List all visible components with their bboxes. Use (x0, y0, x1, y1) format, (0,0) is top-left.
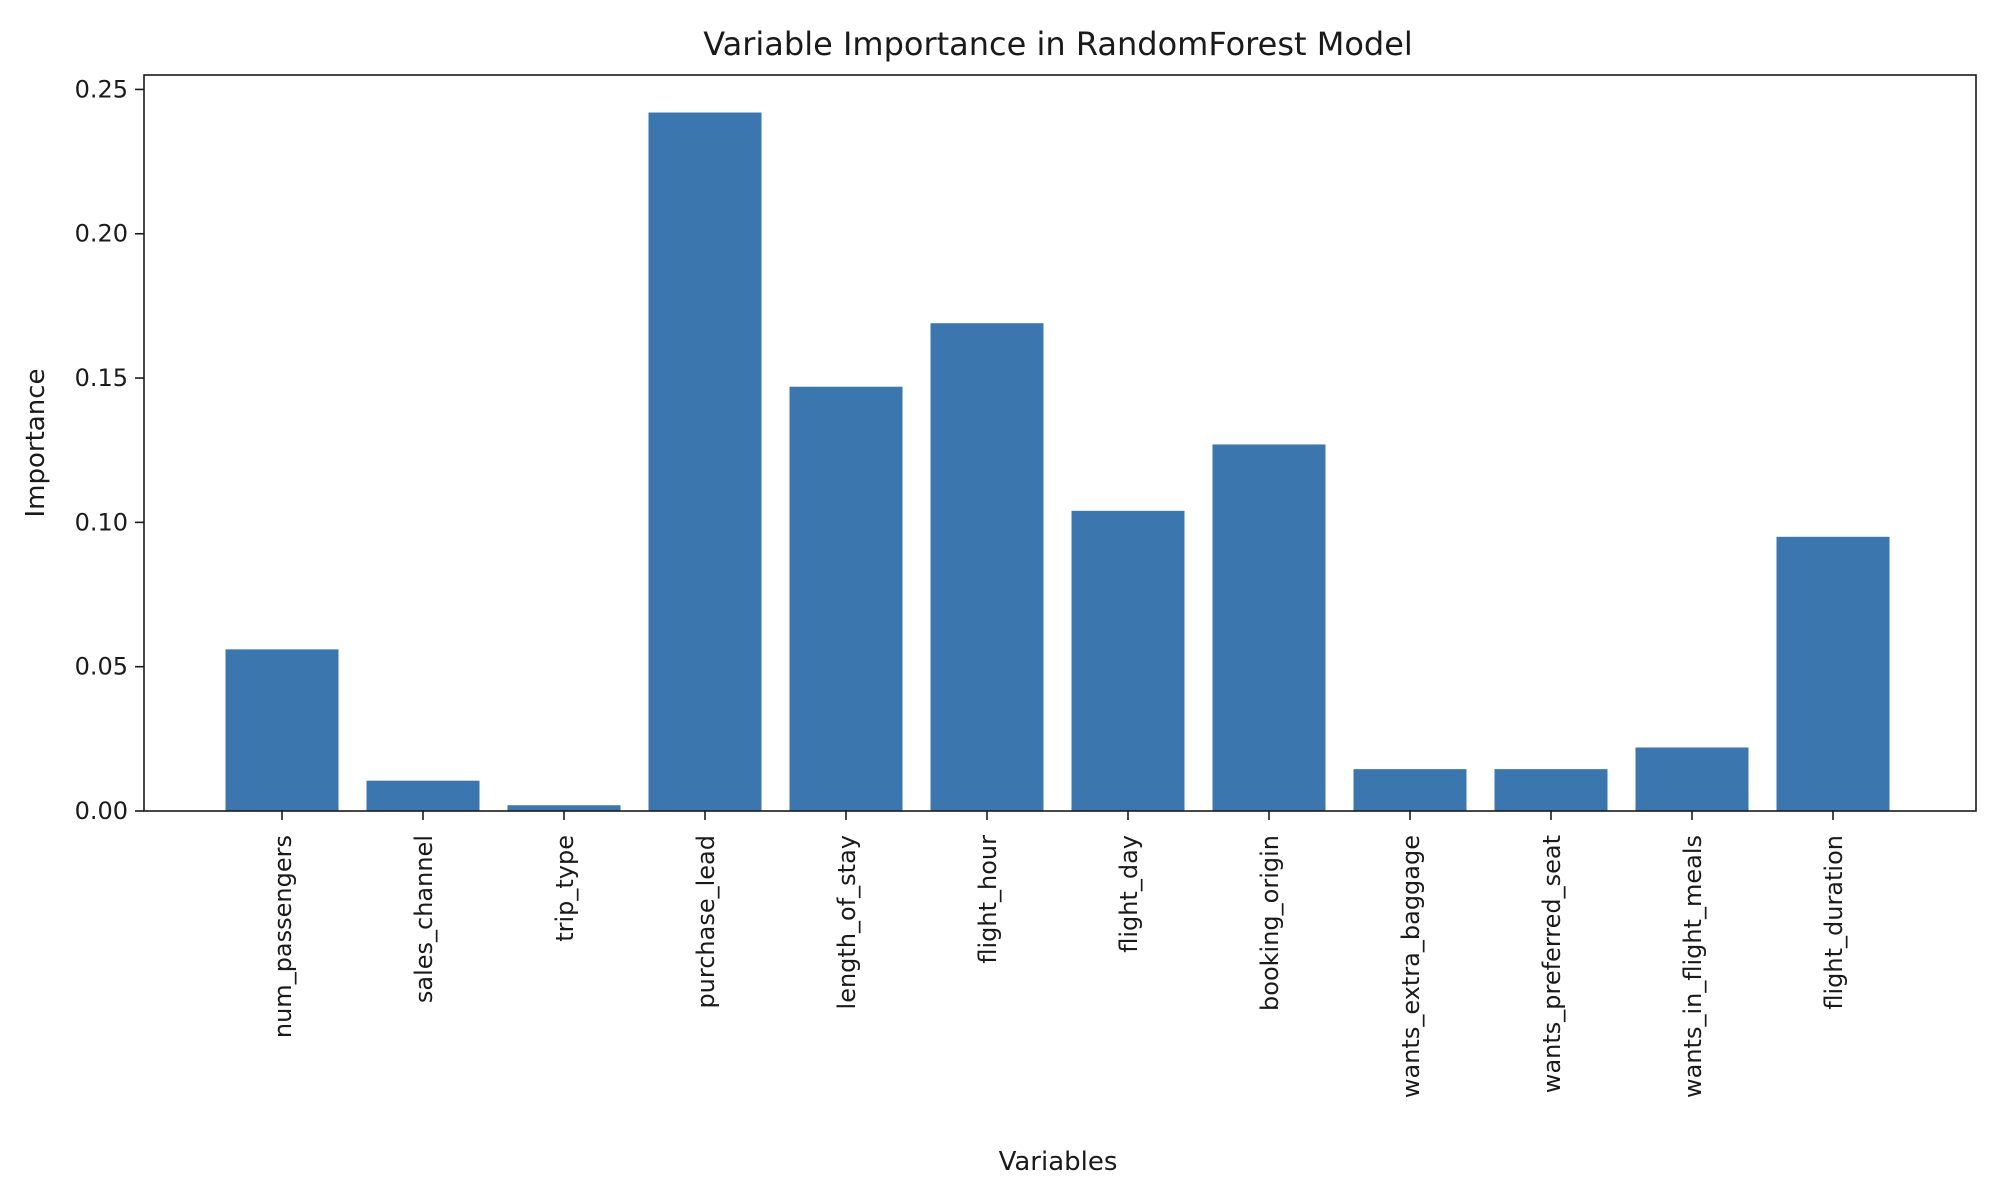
y-tick-label: 0.20 (75, 220, 128, 248)
bar-num-passengers (225, 649, 339, 811)
x-tick-label: flight_duration (1820, 835, 1848, 1010)
x-tick-label: purchase_lead (692, 835, 720, 1009)
x-tick-label: flight_day (1115, 835, 1143, 953)
bar-trip-type (507, 805, 621, 811)
x-tick-label: sales_channel (410, 835, 438, 1003)
x-axis-label: Variables (999, 1147, 1118, 1177)
x-tick-label: num_passengers (269, 835, 297, 1038)
bar-purchase-lead (648, 112, 762, 812)
x-axis: num_passengers sales_channel trip_type purc… (269, 811, 1848, 1098)
bar-wants-extra-baggage (1353, 769, 1467, 811)
chart-title: Variable Importance in RandomForest Mode… (703, 25, 1413, 63)
x-tick-label: wants_extra_baggage (1397, 835, 1425, 1098)
x-tick-label: wants_in_flight_meals (1679, 835, 1707, 1098)
x-tick-label: wants_preferred_seat (1538, 835, 1566, 1093)
x-tick-label: flight_hour (974, 835, 1002, 964)
bar-length-of-stay (789, 386, 903, 811)
bar-wants-preferred-seat (1494, 769, 1608, 811)
x-tick-label: trip_type (551, 835, 579, 942)
y-axis: 0.00 0.05 0.10 0.15 0.20 0.25 (75, 75, 144, 825)
y-tick-label: 0.10 (75, 508, 128, 536)
bar-flight-hour (930, 323, 1044, 811)
y-tick-label: 0.00 (75, 797, 128, 825)
y-tick-label: 0.15 (75, 364, 128, 392)
y-tick-label: 0.25 (75, 75, 128, 103)
bar-booking-origin (1212, 444, 1326, 811)
plot-frame (143, 74, 1977, 812)
y-axis-label: Importance (21, 369, 51, 518)
x-tick-label: length_of_stay (833, 835, 861, 1009)
y-tick-label: 0.05 (75, 653, 128, 681)
bar-flight-day (1071, 510, 1185, 811)
x-tick-label: booking_origin (1256, 835, 1284, 1011)
bar-flight-duration (1776, 536, 1890, 811)
bar-wants-in-flight-meals (1635, 747, 1749, 811)
bar-sales-channel (366, 780, 480, 811)
bars-group (225, 112, 1890, 812)
